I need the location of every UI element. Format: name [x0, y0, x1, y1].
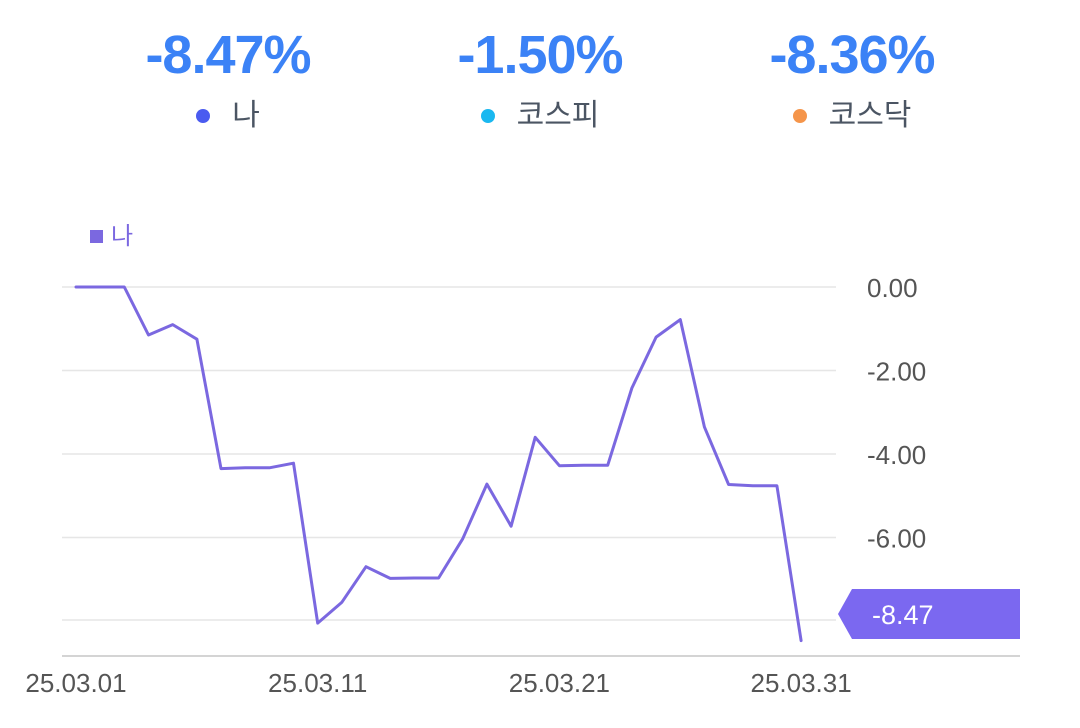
y-tick-label: -6.00 [867, 524, 926, 554]
x-tick-label: 25.03.31 [750, 668, 851, 698]
last-value-badge [838, 589, 1020, 639]
summary-stat-kosdaq: -8.36% 코스닥 [702, 20, 1002, 136]
legend-dot-icon [196, 109, 211, 123]
x-tick-label: 25.03.11 [268, 668, 367, 698]
series-line [74, 285, 803, 643]
summary-panel: -8.47% 나 -1.50% 코스피 -8.36% 코스닥 [0, 0, 1080, 160]
x-tick-label: 25.03.01 [25, 668, 126, 698]
legend-swatch-icon [90, 230, 103, 243]
summary-stat-me: -8.47% 나 [78, 20, 378, 136]
summary-stat-kospi: -1.50% 코스피 [390, 20, 690, 136]
legend-dot-icon [792, 109, 807, 123]
summary-label-text: 나 [232, 99, 260, 132]
y-tick-label: 0.00 [867, 273, 918, 303]
summary-label-text: 코스닥 [828, 99, 912, 132]
legend-label: 나 [111, 223, 133, 250]
last-value-label: -8.47 [872, 600, 934, 630]
summary-value: -8.36% [769, 25, 935, 85]
y-tick-label: -4.00 [867, 440, 926, 470]
summary-value: -8.47% [145, 25, 311, 85]
summary-label: 코스닥 [702, 96, 1002, 136]
summary-label: 나 [78, 96, 378, 136]
summary-label-text: 코스피 [516, 99, 600, 132]
summary-value: -1.50% [457, 25, 623, 85]
summary-label: 코스피 [390, 96, 690, 136]
x-tick-label: 25.03.21 [509, 668, 610, 698]
y-tick-label: -2.00 [867, 357, 926, 387]
legend-dot-icon [480, 109, 495, 123]
